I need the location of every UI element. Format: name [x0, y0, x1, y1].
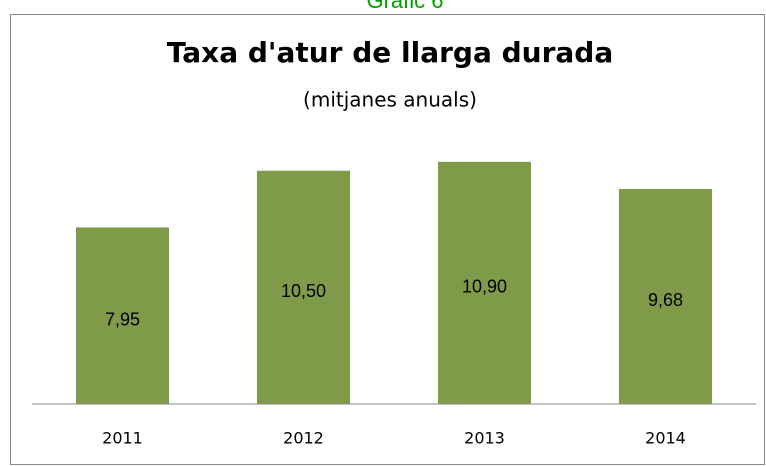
data-label: 7,95 [105, 309, 140, 329]
bar [75, 227, 170, 404]
chart-title: Taxa d'atur de llarga durada [167, 36, 613, 69]
x-tick-label: 2012 [283, 429, 324, 448]
bar [256, 170, 351, 404]
header: Gràfic 6 [366, 0, 443, 13]
data-label: 9,68 [648, 290, 683, 310]
chart-subtitle: (mitjanes anuals) [303, 88, 477, 112]
x-tick-label: 2011 [102, 429, 143, 448]
x-tick-label: 2014 [645, 429, 686, 448]
data-label: 10,90 [462, 277, 507, 297]
bar [437, 161, 532, 404]
data-label: 10,50 [281, 281, 326, 301]
x-tick-label: 2013 [464, 429, 505, 448]
bar [618, 188, 713, 404]
